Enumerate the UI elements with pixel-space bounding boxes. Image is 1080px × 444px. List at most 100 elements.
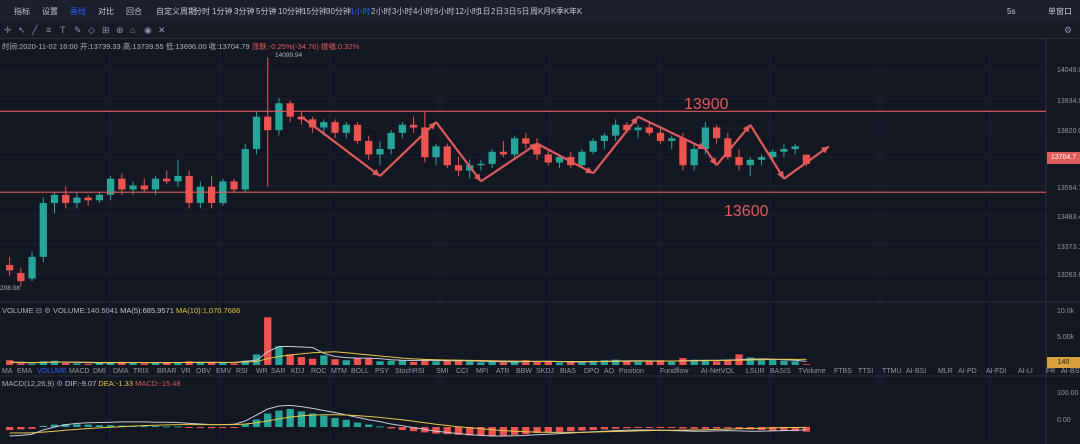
toolbar-item[interactable]: 30分钟: [326, 7, 351, 16]
indicator-tab[interactable]: AI-NetVOL: [701, 368, 735, 375]
indicator-tab[interactable]: SKDJ: [536, 368, 554, 375]
indicator-tab[interactable]: BOLL: [351, 368, 369, 375]
indicator-tab[interactable]: DMA: [113, 368, 129, 375]
horizontal-line-icon[interactable]: ≡: [46, 25, 52, 35]
indicator-tab[interactable]: SAR: [271, 368, 286, 375]
toolbar-item[interactable]: 1日: [478, 7, 491, 16]
eye-icon[interactable]: ◉: [144, 25, 152, 35]
toolbar-item[interactable]: 对比: [98, 7, 114, 16]
toolbar-item[interactable]: 2小时: [371, 7, 392, 16]
candle-body: [387, 132, 395, 150]
settings-icon[interactable]: ⚙: [1064, 25, 1073, 35]
toolbar-item[interactable]: 5分钟: [256, 7, 277, 16]
toolbar-item[interactable]: 1分钟: [212, 7, 233, 16]
indicator-tab[interactable]: PSY: [375, 368, 390, 375]
toolbar-item[interactable]: 12小时: [455, 7, 480, 16]
indicator-tab[interactable]: FR: [1046, 368, 1056, 375]
toolbar-item[interactable]: 4小时: [413, 7, 434, 16]
toolbar-item[interactable]: 季K: [556, 7, 570, 16]
indicator-tab[interactable]: LSUR: [746, 368, 765, 375]
macd-settings-icon[interactable]: ⚙: [56, 379, 63, 388]
toolbar-item[interactable]: 10分钟: [278, 7, 303, 16]
indicator-tab[interactable]: MFI: [476, 368, 489, 375]
toolbar-item[interactable]: 5日: [517, 7, 530, 16]
toolbar-item[interactable]: 6小时: [434, 7, 455, 16]
toolbar-item[interactable]: 分时: [194, 7, 210, 16]
volume-bar: [297, 357, 306, 365]
trash-icon[interactable]: ✕: [158, 25, 166, 35]
indicator-tab[interactable]: TTSI: [858, 368, 874, 375]
indicator-tab[interactable]: TRIX: [133, 368, 149, 375]
toolbar-item[interactable]: 3日: [504, 7, 517, 16]
indicator-tab[interactable]: MLR: [938, 368, 953, 375]
indicator-tab[interactable]: SMI: [436, 368, 449, 375]
toolbar-item[interactable]: 设置: [42, 7, 58, 16]
window-mode-button[interactable]: 单窗口: [1048, 7, 1072, 16]
candle-body: [151, 178, 160, 190]
indicator-tab[interactable]: EMV: [216, 368, 232, 375]
measure-icon[interactable]: ⊞: [102, 25, 110, 35]
indicator-tab[interactable]: DMI: [93, 368, 106, 375]
toolbar-item[interactable]: 周K: [530, 7, 544, 16]
toolbar-item[interactable]: 回合: [126, 7, 142, 16]
toolbar-item[interactable]: 画线: [70, 7, 86, 16]
indicator-tab[interactable]: OBV: [196, 368, 211, 375]
indicator-tab[interactable]: AO: [604, 368, 615, 375]
indicator-tab[interactable]: BBW: [516, 368, 532, 375]
zoom-icon[interactable]: ⊕: [116, 25, 124, 35]
cursor-icon[interactable]: ↖: [18, 25, 26, 35]
volume-settings-icon[interactable]: ⚙: [44, 306, 51, 315]
volume-bar: [376, 361, 384, 365]
indicator-tab[interactable]: AI-BSI: [906, 368, 927, 375]
indicator-tab[interactable]: FTBS: [834, 368, 852, 375]
text-icon[interactable]: T: [60, 25, 66, 35]
indicator-tab[interactable]: BASIS: [770, 368, 791, 375]
indicator-tab[interactable]: Position: [619, 368, 644, 375]
refresh-interval[interactable]: 5s: [1007, 7, 1016, 16]
candle-body: [533, 143, 541, 155]
indicator-tab[interactable]: BIAS: [560, 368, 576, 375]
volume-collapse-icon[interactable]: ⊟: [35, 306, 43, 315]
indicator-tab[interactable]: BRAR: [157, 368, 177, 375]
indicator-tab[interactable]: TTMU: [882, 368, 902, 375]
toolbar-item[interactable]: 1小时: [350, 7, 371, 16]
indicator-tab[interactable]: MTM: [331, 368, 347, 375]
toolbar-item[interactable]: 指标: [14, 7, 30, 16]
brush-icon[interactable]: ✎: [74, 25, 82, 35]
indicator-tab[interactable]: StochRSI: [395, 368, 425, 375]
indicator-tab[interactable]: AI-FDI: [986, 368, 1007, 375]
indicator-tab[interactable]: WR: [256, 368, 268, 375]
crosshair-icon[interactable]: ✛: [4, 25, 12, 35]
lock-icon[interactable]: ⌂: [130, 25, 136, 35]
toolbar-item[interactable]: 2日: [491, 7, 504, 16]
toolbar-item[interactable]: 15分钟: [302, 7, 327, 16]
indicator-tab[interactable]: VR: [181, 368, 191, 375]
volume-bar: [555, 362, 564, 365]
toolbar-item[interactable]: 3分钟: [234, 7, 255, 16]
indicator-tab[interactable]: TVolume: [798, 368, 826, 375]
shape-icon[interactable]: ◇: [88, 25, 95, 35]
toolbar-item[interactable]: 月K: [543, 7, 557, 16]
toolbar-item[interactable]: 3小时: [392, 7, 413, 16]
trendline-icon[interactable]: ╱: [32, 25, 38, 35]
toolbar-item[interactable]: 年K: [569, 7, 583, 16]
indicator-tab[interactable]: AI-LI: [1018, 368, 1033, 375]
macd-histogram-bar: [668, 427, 676, 428]
indicator-tab[interactable]: EMA: [17, 368, 33, 375]
indicator-tab[interactable]: MA: [2, 368, 13, 375]
trend-arrow-segment: [783, 145, 830, 180]
indicator-tab[interactable]: ROC: [311, 368, 327, 375]
indicator-tab[interactable]: ATR: [496, 368, 510, 375]
toolbar-item[interactable]: 自定义周期: [156, 7, 196, 16]
indicator-tab[interactable]: KDJ: [291, 368, 305, 375]
indicator-tab[interactable]: VOLUME: [37, 368, 67, 375]
indicator-tab[interactable]: AI-BST: [1061, 368, 1080, 375]
volume-bar: [477, 362, 485, 365]
indicator-tab[interactable]: RSI: [236, 368, 248, 375]
indicator-tab[interactable]: AI-PD: [958, 368, 977, 375]
indicator-tab[interactable]: DPO: [584, 368, 600, 375]
indicator-tab[interactable]: MACD: [69, 368, 90, 375]
indicator-tab[interactable]: Fundflow: [660, 368, 689, 375]
indicator-tab[interactable]: CCI: [456, 368, 469, 375]
